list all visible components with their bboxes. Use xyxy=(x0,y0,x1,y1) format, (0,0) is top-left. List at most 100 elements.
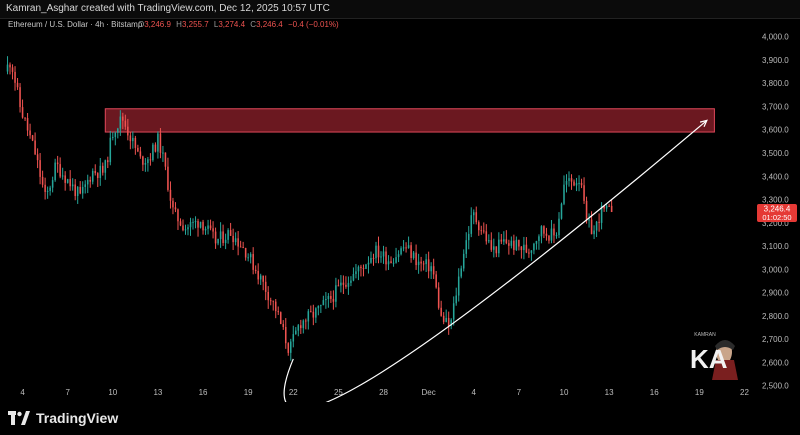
candle-body xyxy=(182,225,184,231)
candle-body xyxy=(69,179,71,187)
candle-body xyxy=(66,179,69,183)
candle-body xyxy=(345,284,347,287)
open-value: 3,246.9 xyxy=(144,20,171,29)
resistance-zone xyxy=(104,108,715,133)
chart-area[interactable]: 2,500.0 2,600.0 2,700.0 2,800.0 2,900.0 3,000… xyxy=(0,18,800,410)
candle-body xyxy=(272,300,275,302)
candle-body xyxy=(152,144,154,161)
candle-body xyxy=(122,116,124,121)
candle-body xyxy=(570,178,573,182)
candle-body xyxy=(422,263,425,265)
candle-body xyxy=(430,266,432,272)
x-tick-label: 22 xyxy=(289,388,298,397)
candle-body xyxy=(508,243,510,246)
candle-body xyxy=(380,256,382,258)
candle-body xyxy=(315,308,317,318)
candle-body xyxy=(355,271,357,274)
candle-body xyxy=(327,295,330,299)
candle-body xyxy=(254,269,257,271)
y-tick-label: 3,100.0 xyxy=(762,242,789,251)
high-label: H xyxy=(176,20,182,29)
candle-body xyxy=(192,221,194,223)
x-tick-label: 7 xyxy=(65,388,70,397)
candle-body xyxy=(377,245,380,258)
candle-body xyxy=(224,239,227,243)
candle-body xyxy=(337,285,340,287)
y-tick-label: 3,000.0 xyxy=(762,265,789,274)
candle-body xyxy=(352,273,355,281)
candle-body xyxy=(9,64,11,68)
candle-body xyxy=(437,287,440,308)
candle-body xyxy=(575,183,578,186)
candle-body xyxy=(583,185,585,201)
candle-body xyxy=(54,162,56,181)
x-tick-label: 7 xyxy=(517,388,522,397)
candle-body xyxy=(367,262,370,265)
candle-body xyxy=(553,228,555,236)
candle-body xyxy=(169,189,172,201)
candle-body xyxy=(257,270,259,280)
candle-body xyxy=(227,230,229,240)
candle-body xyxy=(59,164,61,177)
candle-body xyxy=(209,225,212,229)
candle-body xyxy=(19,87,21,108)
candle-body xyxy=(202,221,204,231)
candle-body xyxy=(277,311,280,313)
candle-body xyxy=(101,165,104,173)
x-tick-label: 13 xyxy=(605,388,614,397)
candle-body xyxy=(595,221,598,231)
candle-body xyxy=(104,160,107,173)
candle-body xyxy=(590,219,593,235)
candle-body xyxy=(400,248,402,255)
candle-body xyxy=(119,116,122,129)
candle-body xyxy=(462,253,465,269)
candle-body xyxy=(543,226,545,234)
candle-body xyxy=(347,282,350,287)
candle-body xyxy=(485,231,488,242)
projection-arc xyxy=(283,119,708,410)
candle-body xyxy=(447,317,450,327)
candle-body xyxy=(21,107,24,118)
candle-body xyxy=(11,67,14,72)
candle-body xyxy=(558,218,560,236)
candle-body xyxy=(76,186,79,196)
candle-body xyxy=(49,187,51,191)
candle-body xyxy=(563,184,565,204)
watermark-body-icon xyxy=(712,360,738,380)
y-axis[interactable]: 2,500.0 2,600.0 2,700.0 2,800.0 2,900.0 3,000… xyxy=(762,33,789,391)
candle-body xyxy=(162,152,164,154)
candle-body xyxy=(26,118,29,131)
candle-body xyxy=(593,230,595,235)
y-tick-label: 3,200.0 xyxy=(762,219,789,228)
candle-body xyxy=(237,238,239,247)
candle-body xyxy=(513,240,515,250)
candle-body xyxy=(219,231,222,239)
tradingview-logo[interactable]: TradingView xyxy=(8,410,118,426)
candle-body xyxy=(588,219,590,221)
candle-body xyxy=(603,205,605,209)
candle-body xyxy=(335,285,337,302)
price-chart[interactable]: 2,500.0 2,600.0 2,700.0 2,800.0 2,900.0 3,000… xyxy=(0,18,800,410)
candle-body xyxy=(264,281,267,292)
candle-body xyxy=(147,159,149,163)
candle-body xyxy=(500,239,503,242)
symbol-name: Ethereum / U.S. Dollar · 4h · Bitstamp xyxy=(8,20,143,29)
top-bar: Kamran_Asghar created with TradingView.c… xyxy=(0,0,800,19)
candle-body xyxy=(460,268,463,277)
price-tag-box xyxy=(757,204,797,223)
candle-body xyxy=(452,303,455,320)
watermark-hair-icon xyxy=(715,340,735,350)
candle-body xyxy=(199,221,202,228)
x-tick-label: 28 xyxy=(379,388,388,397)
tradingview-logo-icon xyxy=(8,411,30,425)
candle-body xyxy=(129,135,132,142)
candle-body xyxy=(475,212,478,223)
projection-arc-layer xyxy=(283,119,708,410)
candle-body xyxy=(222,231,224,243)
y-tick-label: 2,500.0 xyxy=(762,382,789,391)
projection-arrowhead xyxy=(699,119,708,128)
x-axis[interactable]: 4 7 10 13 16 19 22 25 28 Dec 4 7 10 13 16 19 22 xyxy=(20,388,749,397)
candle-body xyxy=(300,325,302,329)
candle-body xyxy=(154,144,157,152)
candle-body xyxy=(229,230,232,236)
